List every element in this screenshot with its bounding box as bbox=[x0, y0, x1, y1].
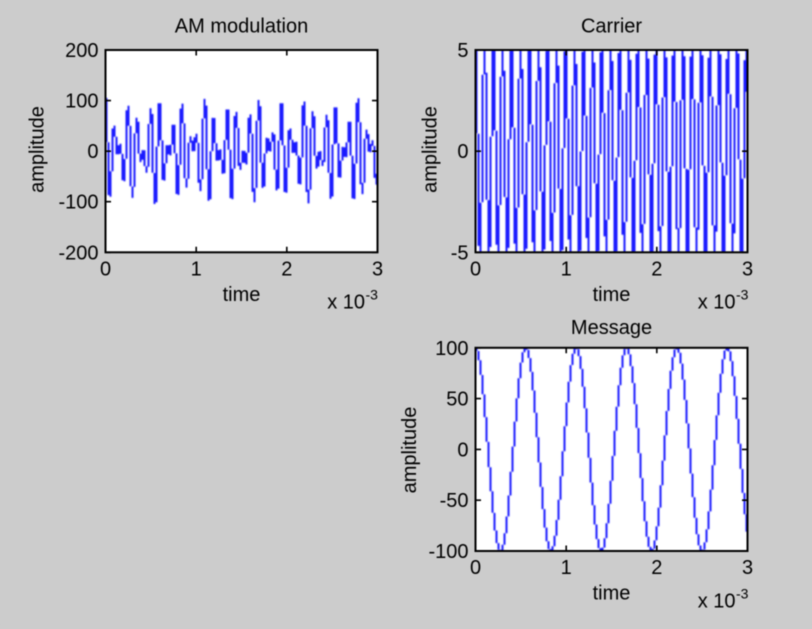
svg-text:time: time bbox=[593, 284, 631, 306]
svg-text:x 10: x 10 bbox=[698, 292, 736, 314]
svg-text:time: time bbox=[223, 284, 261, 306]
svg-text:0: 0 bbox=[470, 557, 481, 579]
svg-text:1: 1 bbox=[561, 557, 572, 579]
svg-text:Carrier: Carrier bbox=[581, 16, 642, 38]
svg-text:0: 0 bbox=[470, 258, 481, 280]
svg-text:amplitude: amplitude bbox=[419, 106, 441, 193]
svg-text:5: 5 bbox=[457, 40, 468, 62]
svg-text:-50: -50 bbox=[440, 490, 469, 512]
svg-text:0: 0 bbox=[457, 141, 468, 163]
svg-text:-200: -200 bbox=[58, 242, 98, 264]
svg-text:2: 2 bbox=[651, 258, 662, 280]
svg-text:time: time bbox=[593, 583, 631, 605]
svg-text:50: 50 bbox=[446, 389, 468, 411]
svg-text:-3: -3 bbox=[366, 287, 379, 303]
svg-text:Message: Message bbox=[571, 317, 652, 339]
svg-text:1: 1 bbox=[561, 258, 572, 280]
svg-text:x 10: x 10 bbox=[698, 590, 736, 612]
svg-text:200: 200 bbox=[65, 40, 98, 62]
svg-text:-3: -3 bbox=[736, 585, 749, 601]
svg-text:-3: -3 bbox=[736, 287, 749, 303]
svg-text:3: 3 bbox=[372, 258, 383, 280]
svg-text:amplitude: amplitude bbox=[26, 106, 48, 193]
svg-text:AM modulation: AM modulation bbox=[175, 16, 308, 38]
svg-text:2: 2 bbox=[651, 557, 662, 579]
svg-text:3: 3 bbox=[742, 258, 753, 280]
svg-text:1: 1 bbox=[191, 258, 202, 280]
svg-text:2: 2 bbox=[281, 258, 292, 280]
svg-text:-100: -100 bbox=[58, 192, 98, 214]
svg-text:-5: -5 bbox=[451, 242, 469, 264]
svg-text:3: 3 bbox=[742, 557, 753, 579]
svg-text:0: 0 bbox=[100, 258, 111, 280]
svg-text:100: 100 bbox=[65, 91, 98, 113]
svg-text:amplitude: amplitude bbox=[399, 407, 421, 494]
svg-text:x 10: x 10 bbox=[327, 292, 365, 314]
svg-text:-100: -100 bbox=[428, 541, 468, 563]
svg-text:0: 0 bbox=[457, 439, 468, 461]
svg-text:100: 100 bbox=[435, 338, 468, 360]
svg-text:0: 0 bbox=[87, 141, 98, 163]
